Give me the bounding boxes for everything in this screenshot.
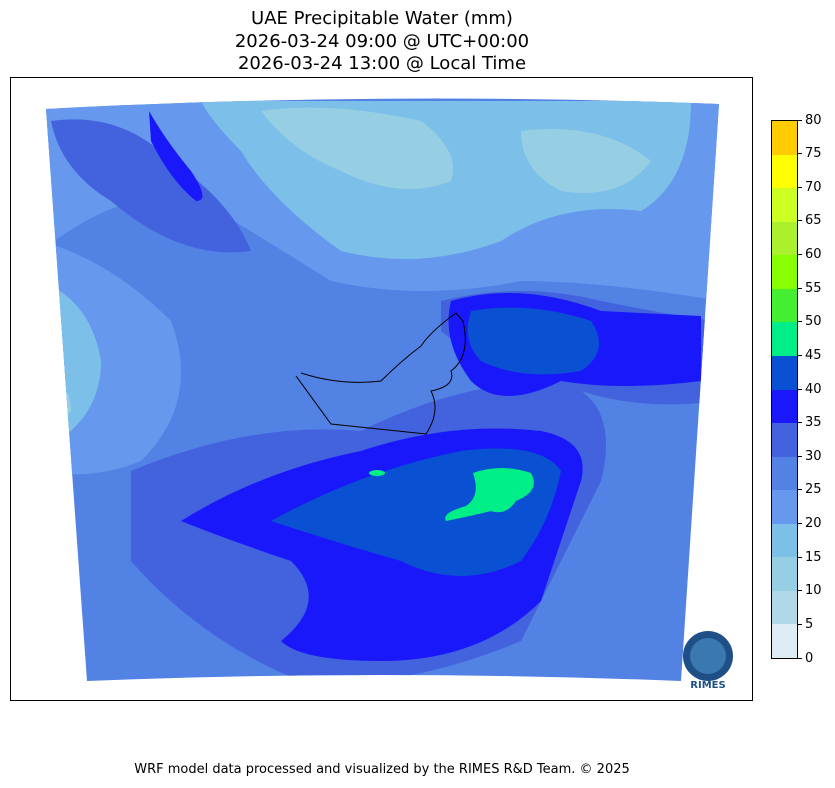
colorbar-segment	[772, 255, 797, 289]
field-10-15	[261, 107, 453, 189]
colorbar-segment	[772, 456, 797, 491]
colorbar-segment	[772, 557, 797, 591]
colorbar-segment	[772, 322, 797, 356]
field-35-40-nw	[149, 111, 203, 201]
colorbar-tick-label: 75	[798, 146, 822, 161]
colorbar-tick-label: 70	[798, 180, 822, 195]
title-line-1: UAE Precipitable Water (mm)	[251, 8, 513, 29]
colorbar-tick-label: 65	[798, 213, 822, 228]
colorbar-tick-label: 40	[798, 382, 822, 397]
colorbar-tick-label: 5	[798, 617, 813, 632]
field-45-50	[445, 468, 534, 521]
svg-text:RIMES: RIMES	[690, 680, 725, 691]
colorbar-tick-label: 10	[798, 583, 822, 598]
colorbar-segment	[772, 523, 797, 558]
colorbar-tick-label: 60	[798, 247, 822, 262]
colorbar-segment	[772, 154, 797, 189]
colorbar-tick-label: 45	[798, 348, 822, 363]
colorbar-tick-label: 30	[798, 449, 822, 464]
map-frame: RIMES	[10, 77, 753, 701]
colorbar-segment	[772, 188, 797, 222]
precipitable-water-map: RIMES	[46, 98, 733, 691]
colorbar-segment	[772, 624, 797, 658]
footer-credit: WRF model data processed and visualized …	[134, 762, 630, 777]
field-10-15-b	[521, 129, 651, 193]
title-line-3: 2026-03-24 13:00 @ Local Time	[237, 53, 527, 74]
colorbar-tick-label: 35	[798, 415, 822, 430]
uae-border	[295, 312, 466, 435]
colorbar-segment	[772, 423, 797, 457]
rimes-logo: RIMES	[683, 631, 733, 691]
colorbar-tick-label: 20	[798, 516, 822, 531]
field-45-50-small	[369, 470, 385, 476]
colorbar-tick-label: 55	[798, 281, 822, 296]
colorbar-segment	[772, 221, 797, 256]
colorbar-tick-label: 50	[798, 314, 822, 329]
colorbar-segment	[772, 355, 797, 390]
colorbar-segment	[772, 389, 797, 424]
colorbar-segment	[772, 288, 797, 323]
field-30-35	[51, 119, 251, 253]
colorbar-tick-label: 80	[798, 113, 822, 128]
colorbar-tick-label: 25	[798, 482, 822, 497]
colorbar-segment	[772, 590, 797, 625]
colorbar	[771, 120, 798, 659]
colorbar-segment	[772, 121, 797, 155]
field-40-45	[467, 307, 599, 375]
title-line-2: 2026-03-24 09:00 @ UTC+00:00	[234, 31, 530, 52]
colorbar-segment	[772, 490, 797, 524]
colorbar-tick-label: 0	[798, 651, 813, 666]
colorbar-tick-label: 15	[798, 550, 822, 565]
